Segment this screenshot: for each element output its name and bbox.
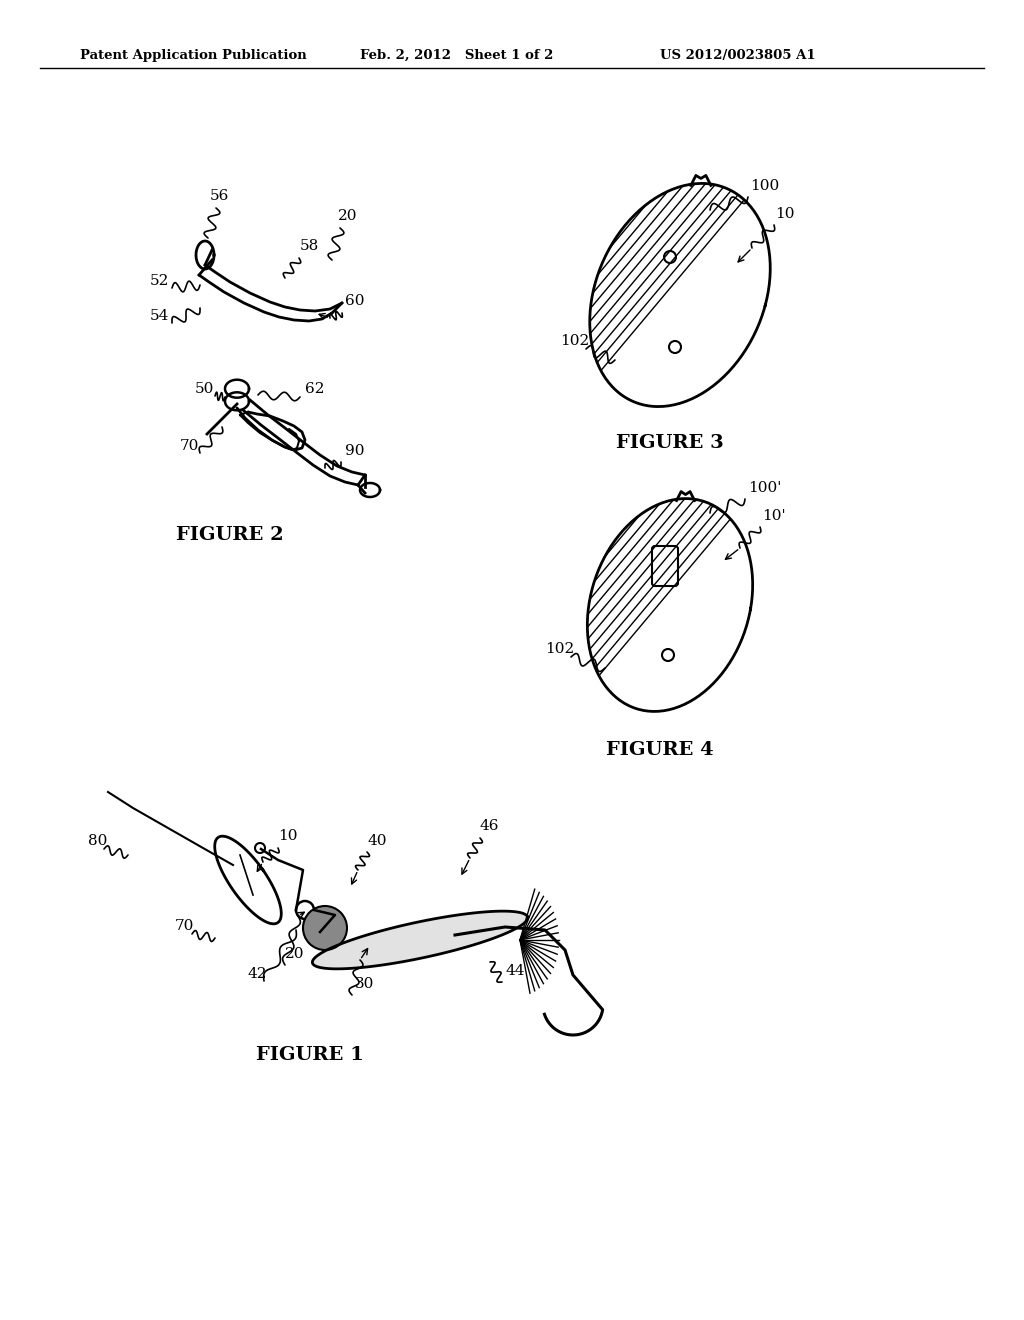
Text: 62: 62 (305, 381, 325, 396)
Text: 20: 20 (285, 946, 304, 961)
Circle shape (255, 843, 265, 853)
Text: 100': 100' (748, 480, 781, 495)
Text: 54: 54 (150, 309, 169, 323)
FancyBboxPatch shape (652, 546, 678, 586)
Circle shape (664, 251, 676, 263)
Text: 46: 46 (480, 818, 500, 833)
Text: 56: 56 (210, 189, 229, 203)
Text: 42: 42 (248, 968, 267, 981)
Text: 58: 58 (300, 239, 319, 253)
Text: 100: 100 (750, 180, 779, 193)
Text: Patent Application Publication: Patent Application Publication (80, 49, 307, 62)
Text: 102: 102 (560, 334, 589, 348)
Circle shape (662, 649, 674, 661)
Text: Feb. 2, 2012   Sheet 1 of 2: Feb. 2, 2012 Sheet 1 of 2 (360, 49, 553, 62)
Text: 60: 60 (345, 294, 365, 308)
Text: 70: 70 (180, 440, 200, 453)
Text: 10: 10 (775, 207, 795, 220)
Circle shape (669, 341, 681, 352)
Text: 90: 90 (345, 444, 365, 458)
Text: 10': 10' (762, 510, 785, 523)
Text: FIGURE 2: FIGURE 2 (176, 525, 284, 544)
Circle shape (296, 902, 314, 919)
Text: 40: 40 (368, 834, 387, 847)
Text: FIGURE 1: FIGURE 1 (256, 1045, 364, 1064)
Text: 70: 70 (175, 919, 195, 933)
Polygon shape (312, 911, 527, 969)
Text: FIGURE 3: FIGURE 3 (616, 434, 724, 451)
Circle shape (303, 906, 347, 950)
Text: 20: 20 (338, 209, 357, 223)
Text: 80: 80 (88, 834, 108, 847)
Text: 30: 30 (355, 977, 375, 991)
Text: 52: 52 (150, 275, 169, 288)
Text: US 2012/0023805 A1: US 2012/0023805 A1 (660, 49, 816, 62)
Text: 44: 44 (505, 964, 524, 978)
Text: 102: 102 (545, 642, 574, 656)
Text: 10: 10 (278, 829, 298, 843)
Text: 50: 50 (195, 381, 214, 396)
Text: FIGURE 4: FIGURE 4 (606, 741, 714, 759)
